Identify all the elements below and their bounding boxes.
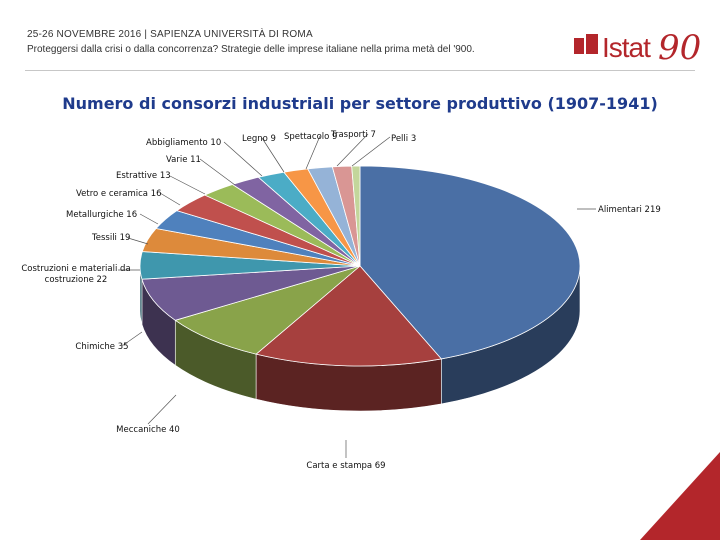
- leader-varie: [199, 158, 236, 186]
- logo-block-1: [574, 38, 584, 54]
- leader-abbigliamento: [223, 141, 263, 177]
- page-number: 7: [668, 481, 675, 493]
- leader-tessili: [127, 237, 149, 245]
- leader-metallurgiche: [139, 213, 159, 225]
- presentation-subtitle: Proteggersi dalla crisi o dalla concorre…: [27, 44, 475, 55]
- logo-block-2: [586, 34, 598, 54]
- leader-vetro-e-ceramica: [159, 192, 181, 206]
- label-tessili: Tessili 19: [91, 233, 130, 243]
- label-trasporti: Trasporti 7: [330, 130, 376, 140]
- leader-trasporti: [336, 133, 369, 167]
- slice-alimentari: [359, 165, 581, 360]
- label-pelli: Pelli 3: [391, 134, 416, 144]
- istat-logo: Istat 90: [572, 28, 701, 70]
- slice-meccaniche: [174, 265, 361, 355]
- leader-spettacolo: [305, 135, 321, 170]
- leader-meccaniche: [147, 394, 177, 425]
- label-leader-lines: [118, 133, 596, 458]
- pie-slices: [139, 165, 581, 367]
- slice-carta-e-stampa: [255, 265, 443, 367]
- slice-pelli: [351, 165, 361, 267]
- logo-anniversary-number: 90: [658, 28, 702, 68]
- leader-legno: [261, 137, 285, 173]
- label-varie: Varie 11: [166, 155, 201, 165]
- label-legno: Legno 9: [242, 134, 276, 144]
- logo-wordmark: Istat: [602, 32, 651, 63]
- chart-title: Numero di consorzi industriali per setto…: [62, 94, 658, 113]
- header-divider: [25, 70, 695, 71]
- label-spettacolo: Spettacolo 9: [284, 132, 337, 142]
- slice-labels: Alimentari 219 Carta e stampa 69 Meccanich…: [21, 130, 660, 471]
- label-chimiche: Chimiche 35: [75, 342, 128, 352]
- event-line: 25-26 NOVEMBRE 2016 | SAPIENZA UNIVERSIT…: [27, 29, 313, 40]
- label-estrattive: Estrattive 13: [116, 171, 171, 181]
- label-abbigliamento: Abbigliamento 10: [146, 138, 221, 148]
- label-meccaniche: Meccaniche 40: [116, 425, 180, 435]
- corner-decoration: [640, 452, 720, 540]
- leader-chimiche: [121, 331, 143, 347]
- leader-estrattive: [169, 175, 206, 195]
- label-metallurgiche: Metallurgiche 16: [66, 210, 137, 220]
- leader-pelli: [351, 136, 391, 167]
- label-carta-e-stampa: Carta e stampa 69: [306, 461, 385, 471]
- label-vetro-e-ceramica: Vetro e ceramica 16: [76, 189, 162, 199]
- label-costruzioni-e-materiali-da-costruzione: Costruzioni e materiali da costruzione 22: [21, 264, 130, 285]
- label-alimentari: Alimentari 219: [598, 205, 661, 215]
